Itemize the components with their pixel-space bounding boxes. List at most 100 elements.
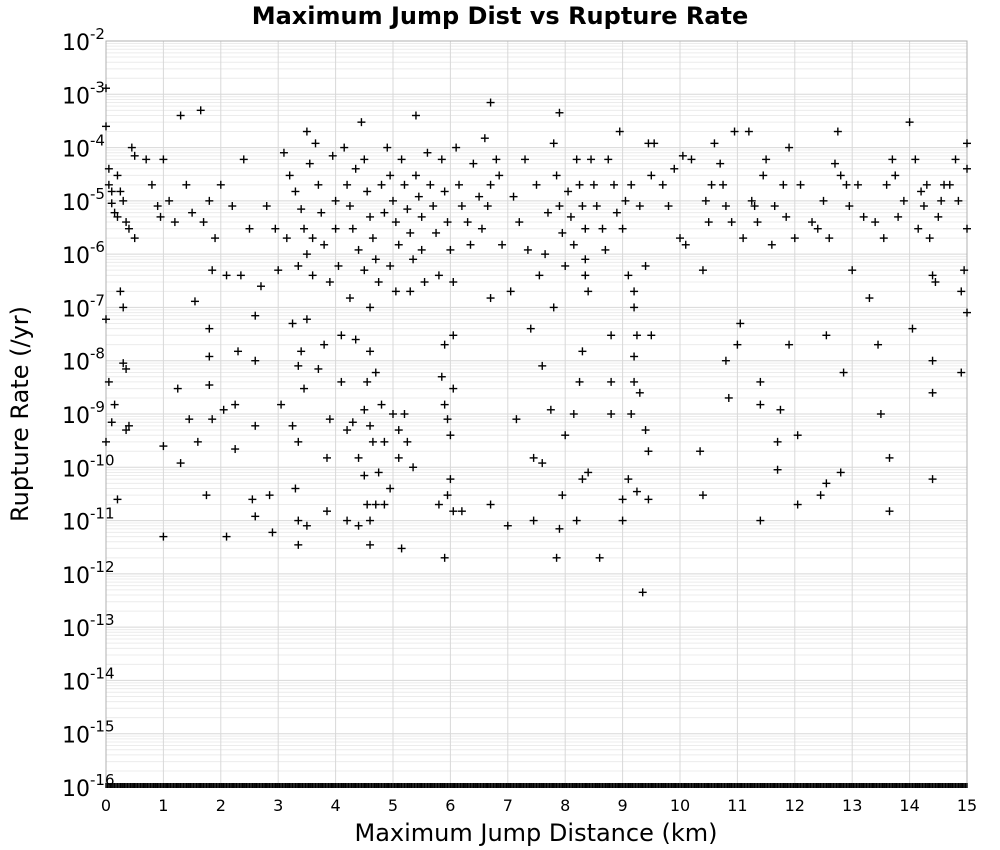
data-point	[245, 224, 254, 233]
data-point	[239, 155, 248, 164]
data-point	[779, 180, 788, 189]
y-tick-base: 10	[62, 244, 90, 269]
data-point	[302, 127, 311, 136]
data-point	[839, 368, 848, 377]
data-point	[397, 544, 406, 553]
data-point	[368, 234, 377, 243]
data-point	[793, 431, 802, 440]
data-point	[446, 475, 455, 484]
data-point	[630, 287, 639, 296]
data-point	[440, 187, 449, 196]
data-point	[825, 234, 834, 243]
data-point	[302, 315, 311, 324]
y-tick-base: 10	[62, 724, 90, 749]
data-point	[122, 218, 131, 227]
y-tick-label: 10 -7	[62, 291, 105, 322]
y-tick-exponent: -9	[90, 398, 105, 416]
data-point	[911, 155, 920, 164]
data-point	[360, 471, 369, 480]
data-point	[885, 507, 894, 516]
y-tick-label: 10 -10	[62, 451, 115, 482]
data-point	[440, 553, 449, 562]
x-tick-label: 7	[503, 796, 513, 815]
data-point	[205, 196, 214, 205]
data-point	[538, 361, 547, 370]
data-point	[773, 437, 782, 446]
data-point	[443, 491, 452, 500]
x-tick-label: 8	[560, 796, 570, 815]
data-point	[609, 180, 618, 189]
data-point	[440, 400, 449, 409]
data-point	[147, 180, 156, 189]
data-point	[830, 159, 839, 168]
data-point	[650, 139, 659, 148]
data-point	[294, 437, 303, 446]
data-point	[759, 171, 768, 180]
data-point	[409, 463, 418, 472]
data-point	[377, 180, 386, 189]
data-point	[417, 245, 426, 254]
data-point	[449, 384, 458, 393]
y-tick-base: 10	[62, 457, 90, 482]
data-point	[434, 500, 443, 509]
data-point	[773, 465, 782, 474]
data-point	[624, 271, 633, 280]
data-point	[285, 171, 294, 180]
data-point	[325, 415, 334, 424]
data-point	[607, 377, 616, 386]
data-point	[297, 347, 306, 356]
data-point	[340, 143, 349, 152]
y-tick-base: 10	[62, 297, 90, 322]
data-point	[607, 410, 616, 418]
data-point	[776, 405, 785, 414]
y-tick-label: 10 -2	[62, 25, 105, 56]
data-point	[446, 245, 455, 254]
data-point	[394, 240, 403, 249]
data-point	[228, 202, 237, 211]
data-point	[265, 491, 274, 500]
data-point	[389, 410, 397, 418]
data-point	[770, 202, 779, 211]
data-point	[486, 180, 495, 189]
data-point	[124, 224, 133, 233]
data-point	[348, 224, 357, 233]
data-point	[291, 187, 300, 196]
data-point	[449, 331, 458, 340]
data-point	[380, 437, 389, 446]
data-point	[317, 208, 326, 217]
data-point	[429, 202, 438, 211]
data-point	[658, 180, 667, 189]
x-tick-label: 2	[216, 796, 226, 815]
data-point	[104, 164, 113, 173]
data-point	[575, 377, 584, 386]
data-point	[601, 245, 610, 254]
data-point	[308, 271, 317, 280]
x-tick-label: 1	[158, 796, 168, 815]
y-tick-label: 10 -16	[62, 771, 115, 802]
data-point	[386, 261, 395, 270]
data-point	[397, 155, 406, 164]
data-point	[176, 459, 185, 468]
data-point	[193, 437, 202, 446]
data-point	[480, 134, 489, 143]
data-point	[127, 143, 136, 152]
data-point	[322, 507, 331, 516]
data-point	[928, 356, 937, 365]
data-point	[885, 453, 894, 462]
data-point	[627, 410, 636, 418]
data-point	[578, 202, 587, 211]
data-point	[102, 122, 110, 131]
data-point	[107, 187, 116, 196]
data-point	[119, 303, 128, 312]
data-point	[716, 159, 725, 168]
data-point	[199, 218, 208, 227]
data-point	[173, 384, 182, 393]
data-point	[374, 278, 383, 287]
data-point	[486, 98, 495, 107]
data-point	[268, 528, 277, 537]
data-point	[963, 308, 971, 317]
data-point	[681, 240, 690, 249]
data-point	[618, 224, 627, 233]
data-point	[836, 468, 845, 477]
y-tick-label: 10 -12	[62, 558, 115, 589]
